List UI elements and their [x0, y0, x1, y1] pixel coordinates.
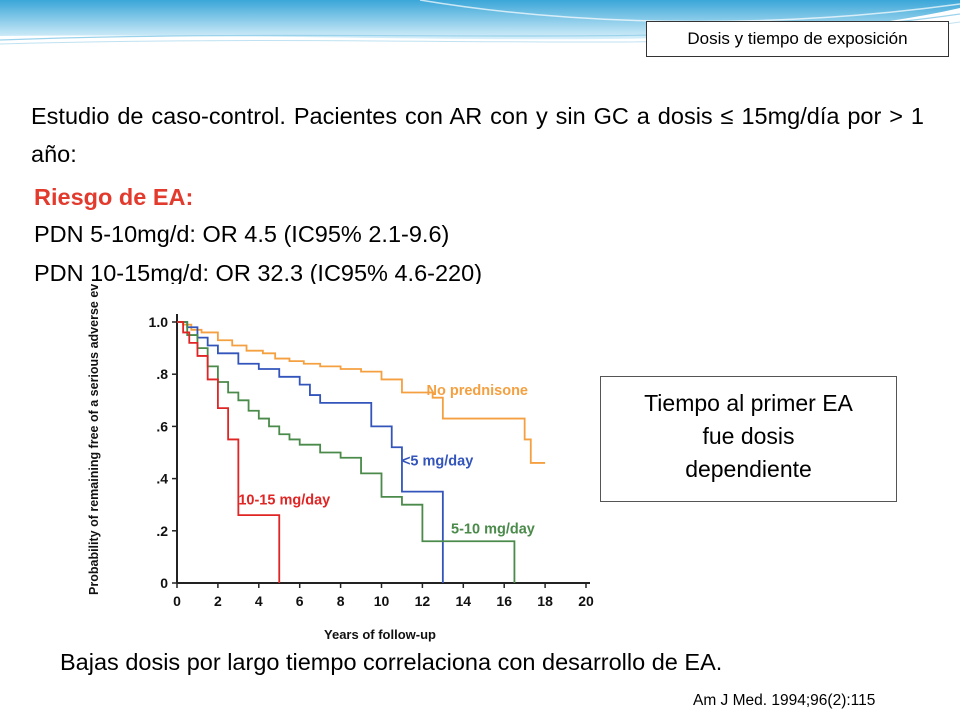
x-tick-label: 8 [337, 593, 345, 609]
survival-chart-svg: Probability of remaining free of a serio… [87, 264, 594, 642]
series-label-0: No prednisone [426, 383, 528, 399]
y-tick-label: .6 [156, 418, 168, 434]
x-tick-label: 6 [296, 593, 304, 609]
y-tick-label: .4 [156, 471, 168, 487]
series-label-2: 5-10 mg/day [451, 521, 535, 537]
x-tick-label: 4 [255, 593, 263, 609]
y-axis-label: Probability of remaining free of a serio… [87, 284, 101, 595]
series-line-0 [177, 321, 546, 464]
survival-chart: Probability of remaining free of a serio… [60, 264, 616, 646]
y-tick-label: .2 [156, 523, 168, 539]
x-tick-label: 0 [173, 593, 181, 609]
topic-label: Dosis y tiempo de exposición [646, 21, 949, 57]
callout-line-1: Tiempo al primer EA [644, 390, 853, 416]
x-tick-label: 2 [214, 593, 222, 609]
risk-title: Riesgo de EA: [34, 184, 194, 210]
x-tick-label: 12 [415, 593, 431, 609]
intro-text: Estudio de caso-control. Pacientes con A… [31, 103, 924, 167]
x-tick-label: 10 [374, 593, 390, 609]
conclusion-text: Bajas dosis por largo tiempo correlacion… [60, 649, 723, 675]
y-tick-label: 1.0 [149, 314, 169, 330]
risk-line-5-10: PDN 5-10mg/d: OR 4.5 (IC95% 2.1-9.6) [34, 221, 450, 247]
x-tick-label: 20 [578, 593, 594, 609]
y-tick-label: 0 [160, 575, 168, 591]
x-tick-label: 16 [496, 593, 512, 609]
citation: Am J Med. 1994;96(2):115 [693, 692, 876, 709]
callout-line-3: dependiente [685, 456, 812, 482]
y-tick-label: .8 [156, 366, 168, 382]
series-label-3: 10-15 mg/day [238, 493, 330, 509]
series-line-3 [177, 321, 281, 583]
callout-box: Tiempo al primer EA fue dosis dependient… [600, 376, 897, 502]
series-line-2 [177, 321, 516, 583]
series-label-1: <5 mg/day [402, 454, 473, 470]
x-axis-label: Years of follow-up [324, 627, 436, 642]
risk-line-10-15: PDN 10-15mg/d: OR 32.3 (IC95% 4.6-220) [34, 260, 483, 286]
x-tick-label: 18 [537, 593, 553, 609]
series-line-1 [177, 321, 444, 583]
x-tick-label: 14 [456, 593, 472, 609]
callout-line-2: fue dosis [702, 423, 795, 449]
